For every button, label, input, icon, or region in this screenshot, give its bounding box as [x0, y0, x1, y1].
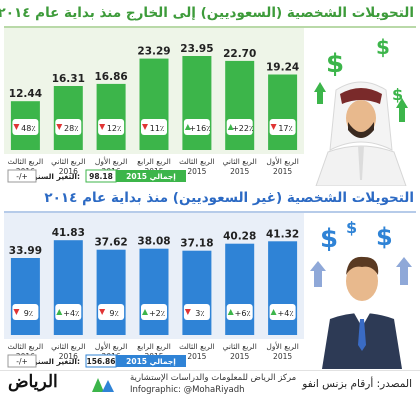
- total-value: 156.86: [87, 357, 116, 366]
- saudi-man-illustration: $ $ $: [306, 30, 416, 186]
- category-label: الربع الثالث: [8, 342, 44, 351]
- bar: [182, 56, 211, 150]
- bar-value-label: 12.44: [9, 88, 42, 100]
- category-year-label: 2015: [187, 352, 206, 361]
- category-label: الربع الثالث: [8, 157, 44, 166]
- bar-value-label: 37.62: [94, 237, 127, 249]
- bar-value-label: 41.32: [266, 228, 299, 240]
- category-label: الربع الثاني: [51, 342, 85, 351]
- total-label: إجمالي 2015: [126, 357, 176, 366]
- bar-value-label: 22.70: [223, 48, 256, 60]
- bar-value-label: 16.86: [94, 71, 127, 83]
- arrow-up-icon: [310, 261, 326, 287]
- annual-change-label: 28٪: [64, 124, 78, 133]
- annual-change-label: +22٪: [232, 124, 253, 133]
- category-label: الربع الثالث: [179, 342, 215, 351]
- category-label: الربع الرابع: [137, 342, 171, 351]
- infographic-handle: Infographic: @MohaRiyadh: [130, 385, 245, 395]
- annual-change-label: 11٪: [150, 124, 164, 133]
- bar: [140, 59, 169, 150]
- bar: [268, 75, 297, 151]
- annual-change-label: 9٪: [24, 309, 33, 318]
- annual-change-label: 48٪: [21, 124, 35, 133]
- bar-value-label: 37.18: [180, 238, 213, 250]
- category-label: الربع الثاني: [223, 157, 257, 166]
- bar-value-label: 16.31: [52, 73, 85, 85]
- bar: [182, 251, 211, 335]
- businessman-illustration: $ $ $: [306, 215, 416, 369]
- chart-title-saudis: التحويلات الشخصية (السعوديين) إلى الخارج…: [0, 5, 414, 21]
- bar: [54, 240, 83, 335]
- bar: [97, 250, 126, 335]
- category-label: الربع الأول: [266, 341, 298, 351]
- source-name: أرقام بزنس انفو: [302, 378, 373, 390]
- category-year-label: 2015: [273, 352, 292, 361]
- bar-value-label: 19.24: [266, 62, 299, 74]
- annual-change-label: +4٪: [63, 309, 79, 318]
- source-credit: المصدر: أرقام بزنس انفو: [302, 378, 412, 390]
- category-year-label: 2015: [273, 167, 292, 176]
- bar: [225, 244, 254, 335]
- category-label: الربع الأول: [95, 341, 127, 351]
- category-label: الربع الثالث: [179, 157, 215, 166]
- annual-change-label: 12٪: [107, 124, 121, 133]
- bar-value-label: 23.29: [137, 46, 170, 58]
- category-label: الربع الأول: [266, 156, 298, 166]
- category-year-label: 2015: [187, 167, 206, 176]
- category-label: الربع الثاني: [223, 342, 257, 351]
- annual-change-label: +16٪: [189, 124, 210, 133]
- annual-change-label: +6٪: [235, 309, 251, 318]
- newspaper-logo: الرياض: [8, 372, 58, 392]
- annual-change-label: 9٪: [109, 309, 118, 318]
- dollar-icon: $: [376, 223, 393, 251]
- dollar-icon: $: [326, 49, 344, 79]
- total-value: 98.18: [89, 172, 113, 181]
- bar-value-label: 40.28: [223, 231, 256, 243]
- arrow-up-icon: [396, 257, 412, 285]
- change-symbol: -/+: [16, 172, 28, 181]
- arrow-up-icon: [314, 82, 326, 104]
- dollar-icon: $: [376, 35, 390, 59]
- bar: [268, 241, 297, 335]
- category-label: الربع الأول: [95, 156, 127, 166]
- source-label: المصدر:: [377, 378, 412, 390]
- annual-change-label: 3٪: [195, 309, 204, 318]
- bar-value-label: 38.08: [137, 236, 170, 248]
- bar-value-label: 41.83: [52, 227, 85, 239]
- change-symbol: -/+: [16, 357, 28, 366]
- total-label: إجمالي 2015: [126, 172, 176, 181]
- dollar-icon: $: [346, 218, 357, 237]
- annual-change-label: +4٪: [278, 309, 294, 318]
- annual-change-label: +2٪: [149, 309, 165, 318]
- dollar-icon: $: [320, 224, 338, 254]
- bar: [54, 86, 83, 150]
- bar: [11, 258, 40, 335]
- category-year-label: 2015: [230, 167, 249, 176]
- publisher-center: مركز الرياض للمعلومات والدراسات الإستشار…: [130, 373, 296, 383]
- bar-value-label: 23.95: [180, 43, 213, 55]
- category-year-label: 2015: [230, 352, 249, 361]
- bar-value-label: 33.99: [9, 245, 42, 257]
- bar: [225, 61, 254, 150]
- riyadh-logo-mark: [90, 376, 118, 394]
- category-label: الربع الثاني: [51, 157, 85, 166]
- bar: [97, 84, 126, 150]
- category-label: الربع الرابع: [137, 157, 171, 166]
- chart-title-non-saudis: التحويلات الشخصية (غير السعوديين) منذ بد…: [44, 190, 414, 206]
- bar: [140, 249, 169, 335]
- annual-change-label: 17٪: [278, 124, 292, 133]
